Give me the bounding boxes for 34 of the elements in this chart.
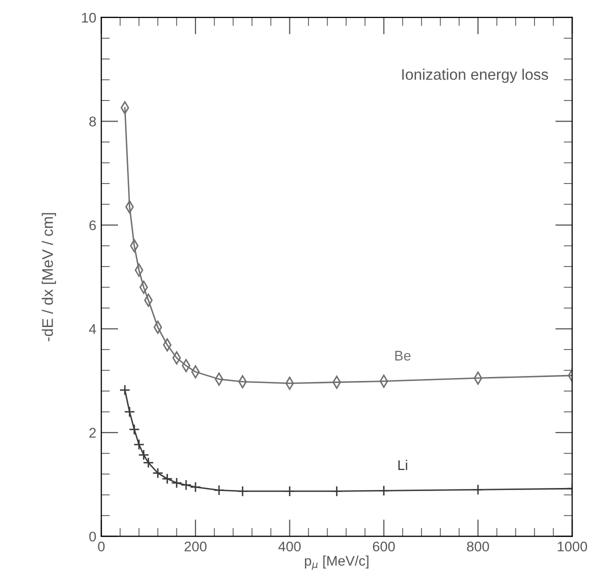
point bbox=[138, 449, 150, 460]
x-tick-label: 400 bbox=[278, 542, 301, 552]
point bbox=[124, 406, 136, 418]
x-axis-title: p$_{μ}$ [MeV/c] bbox=[304, 556, 368, 570]
point bbox=[171, 477, 182, 488]
point bbox=[378, 485, 390, 496]
y-tick-label: 0 bbox=[89, 532, 96, 542]
point bbox=[128, 424, 140, 436]
point bbox=[162, 473, 173, 484]
y-tick-label: 6 bbox=[89, 220, 96, 230]
point bbox=[213, 484, 225, 496]
x-tick-label: 1000 bbox=[558, 542, 588, 552]
x-tick-label: 800 bbox=[467, 542, 490, 552]
point bbox=[331, 486, 342, 497]
x-tick-label: 0 bbox=[98, 542, 105, 552]
point bbox=[237, 486, 248, 497]
x-tick-label: 600 bbox=[372, 542, 395, 552]
point bbox=[152, 468, 164, 479]
y-tick-label: 8 bbox=[89, 116, 96, 126]
y-tick-label: 2 bbox=[89, 428, 96, 438]
annotation: Ionization energy loss bbox=[402, 68, 548, 83]
series-label: Li bbox=[398, 460, 408, 470]
y-axis-title: -dE / dx [MeV / cm] bbox=[42, 213, 56, 342]
y-tick-label: 10 bbox=[82, 12, 96, 23]
x-tick-label: 200 bbox=[184, 542, 207, 552]
point bbox=[472, 484, 484, 496]
point bbox=[142, 457, 154, 468]
series-label: Be bbox=[395, 350, 411, 361]
point bbox=[190, 482, 202, 493]
y-tick-label: 4 bbox=[89, 324, 96, 334]
point bbox=[180, 479, 192, 491]
point bbox=[284, 486, 296, 497]
point bbox=[133, 438, 145, 450]
point bbox=[119, 384, 130, 396]
